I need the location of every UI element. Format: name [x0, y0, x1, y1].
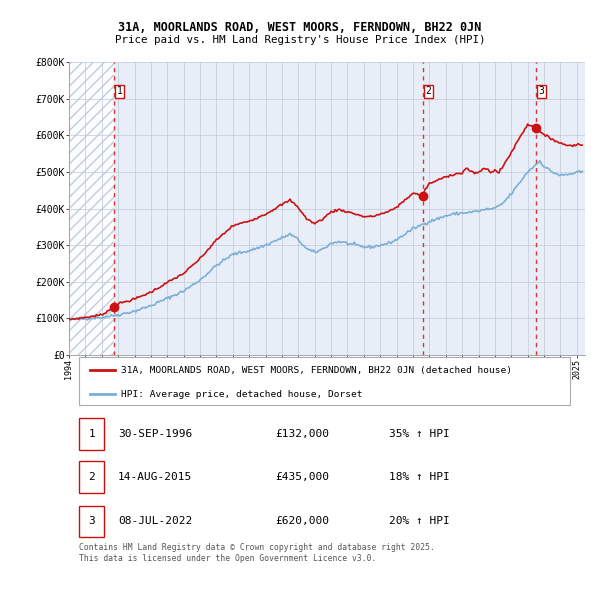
- Text: £435,000: £435,000: [275, 472, 329, 482]
- Text: HPI: Average price, detached house, Dorset: HPI: Average price, detached house, Dors…: [121, 390, 362, 399]
- Text: £620,000: £620,000: [275, 516, 329, 526]
- Text: 14-AUG-2015: 14-AUG-2015: [118, 472, 192, 482]
- Text: 18% ↑ HPI: 18% ↑ HPI: [389, 472, 449, 482]
- Text: 1: 1: [116, 86, 122, 96]
- FancyBboxPatch shape: [79, 461, 104, 493]
- Text: 35% ↑ HPI: 35% ↑ HPI: [389, 429, 449, 439]
- Text: 3: 3: [88, 516, 95, 526]
- Text: 1: 1: [88, 429, 95, 439]
- FancyBboxPatch shape: [79, 357, 569, 405]
- Text: 2: 2: [88, 472, 95, 482]
- Text: 31A, MOORLANDS ROAD, WEST MOORS, FERNDOWN, BH22 0JN (detached house): 31A, MOORLANDS ROAD, WEST MOORS, FERNDOW…: [121, 366, 512, 375]
- Text: 3: 3: [539, 86, 545, 96]
- Text: 08-JUL-2022: 08-JUL-2022: [118, 516, 192, 526]
- Text: Contains HM Land Registry data © Crown copyright and database right 2025.
This d: Contains HM Land Registry data © Crown c…: [79, 543, 435, 563]
- Text: Price paid vs. HM Land Registry's House Price Index (HPI): Price paid vs. HM Land Registry's House …: [115, 35, 485, 45]
- Text: 30-SEP-1996: 30-SEP-1996: [118, 429, 192, 439]
- Text: £132,000: £132,000: [275, 429, 329, 439]
- Text: 20% ↑ HPI: 20% ↑ HPI: [389, 516, 449, 526]
- FancyBboxPatch shape: [79, 418, 104, 450]
- Text: 2: 2: [425, 86, 431, 96]
- Text: 31A, MOORLANDS ROAD, WEST MOORS, FERNDOWN, BH22 0JN: 31A, MOORLANDS ROAD, WEST MOORS, FERNDOW…: [118, 21, 482, 34]
- FancyBboxPatch shape: [79, 506, 104, 537]
- Bar: [69, 62, 114, 355]
